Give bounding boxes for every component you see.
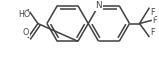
Text: F: F — [150, 28, 155, 37]
Text: HO: HO — [18, 10, 30, 20]
Text: F: F — [150, 8, 155, 17]
Text: O: O — [23, 28, 29, 37]
Text: N: N — [95, 1, 102, 10]
Text: F: F — [153, 16, 157, 25]
